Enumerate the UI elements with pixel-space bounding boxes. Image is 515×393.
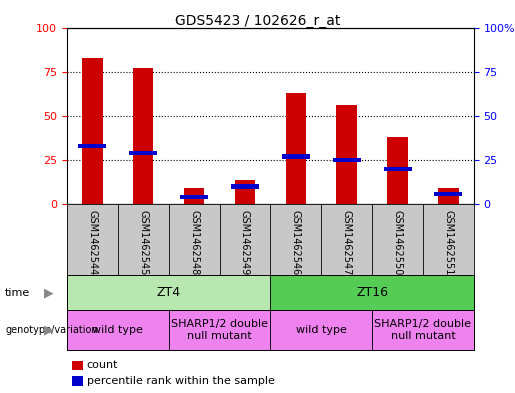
Text: count: count bbox=[87, 360, 118, 371]
Text: ZT16: ZT16 bbox=[356, 286, 388, 299]
Text: GSM1462546: GSM1462546 bbox=[291, 210, 301, 275]
Text: SHARP1/2 double
null mutant: SHARP1/2 double null mutant bbox=[374, 320, 471, 341]
Text: time: time bbox=[5, 288, 30, 298]
Bar bbox=[286, 93, 306, 204]
Bar bbox=[387, 137, 408, 204]
Bar bbox=[384, 167, 411, 171]
Bar bbox=[336, 105, 357, 204]
Bar bbox=[180, 195, 208, 200]
Bar bbox=[270, 275, 474, 310]
Bar bbox=[133, 68, 153, 204]
Bar bbox=[184, 189, 204, 204]
Text: SHARP1/2 double
null mutant: SHARP1/2 double null mutant bbox=[171, 320, 268, 341]
Bar bbox=[333, 158, 360, 162]
Text: ▶: ▶ bbox=[44, 286, 54, 299]
Text: wild type: wild type bbox=[92, 325, 143, 335]
Bar bbox=[235, 180, 255, 204]
Bar bbox=[231, 184, 259, 189]
Text: GDS5423 / 102626_r_at: GDS5423 / 102626_r_at bbox=[175, 14, 340, 28]
Bar bbox=[169, 310, 270, 350]
Text: percentile rank within the sample: percentile rank within the sample bbox=[87, 376, 274, 386]
Bar bbox=[438, 189, 458, 204]
Text: wild type: wild type bbox=[296, 325, 347, 335]
Text: GSM1462549: GSM1462549 bbox=[240, 210, 250, 275]
Bar bbox=[67, 310, 169, 350]
Bar bbox=[129, 151, 157, 155]
Text: ZT4: ZT4 bbox=[157, 286, 181, 299]
Bar bbox=[82, 58, 102, 204]
Bar bbox=[282, 154, 310, 159]
Text: GSM1462548: GSM1462548 bbox=[189, 210, 199, 275]
Bar bbox=[270, 310, 372, 350]
Bar bbox=[78, 144, 107, 148]
Text: genotype/variation: genotype/variation bbox=[5, 325, 98, 335]
Text: GSM1462550: GSM1462550 bbox=[392, 210, 403, 275]
Text: ▶: ▶ bbox=[44, 323, 54, 337]
Bar bbox=[434, 191, 462, 196]
Bar bbox=[372, 310, 474, 350]
Text: GSM1462551: GSM1462551 bbox=[443, 210, 453, 275]
Bar bbox=[67, 275, 270, 310]
Text: GSM1462545: GSM1462545 bbox=[138, 210, 148, 275]
Text: GSM1462547: GSM1462547 bbox=[341, 210, 352, 275]
Text: GSM1462544: GSM1462544 bbox=[88, 210, 97, 275]
